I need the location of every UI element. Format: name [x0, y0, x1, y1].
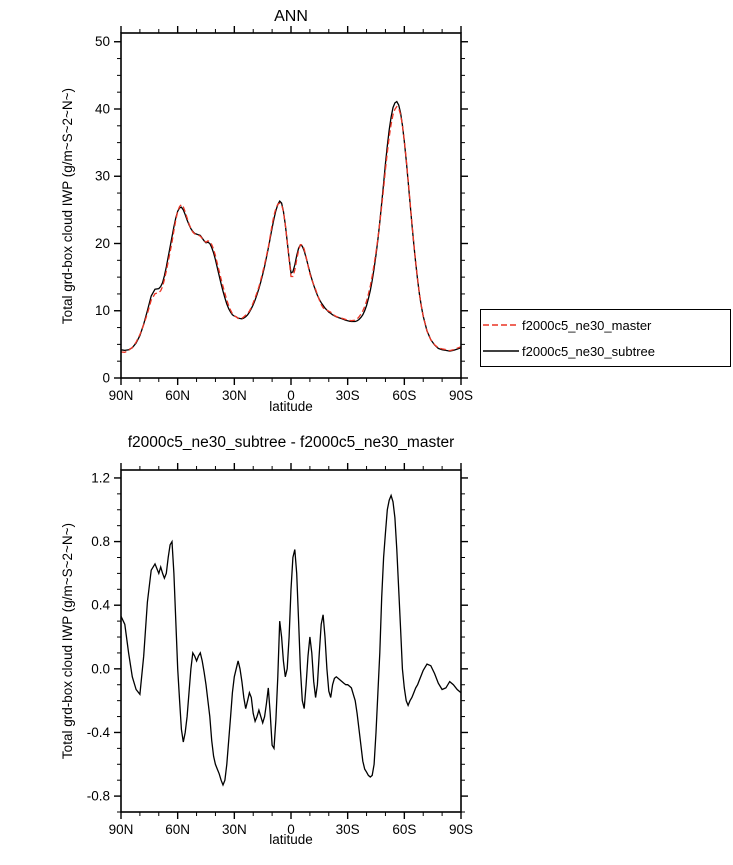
legend: f2000c5_ne30_master f2000c5_ne30_subtree	[480, 309, 731, 367]
series-group	[121, 100, 461, 353]
svg-text:60S: 60S	[392, 388, 416, 403]
svg-text:0.8: 0.8	[91, 534, 110, 549]
svg-text:30S: 30S	[336, 388, 360, 403]
svg-text:0.4: 0.4	[91, 598, 110, 613]
top-chart-y-axis-title: Total grd-box cloud IWP (g/m~S~2~N~)	[60, 88, 75, 324]
svg-text:-0.8: -0.8	[87, 789, 110, 804]
bottom-chart-title: f2000c5_ne30_subtree - f2000c5_ne30_mast…	[128, 434, 455, 451]
bottom-chart-y-axis-title: Total grd-box cloud IWP (g/m~S~2~N~)	[60, 523, 75, 759]
tick-labels: 90N 60N 30N 0 30S 60S 90S -0.8 -0.4 0.0 0.4 0.8 1.2	[87, 470, 473, 837]
legend-solid-line-sample	[483, 350, 519, 352]
svg-text:60N: 60N	[165, 822, 190, 837]
svg-text:30: 30	[95, 169, 110, 184]
plot-box	[120, 469, 462, 813]
svg-text:90N: 90N	[109, 822, 134, 837]
svg-text:0: 0	[287, 388, 295, 403]
svg-text:30S: 30S	[336, 822, 360, 837]
tick-labels: 90N 60N 30N 0 30S 60S 90S 0 10 20 30 40 50	[95, 34, 473, 403]
svg-text:10: 10	[95, 303, 110, 318]
bottom-chart: f2000c5_ne30_subtree - f2000c5_ne30_mast…	[60, 434, 473, 847]
legend-entry-master: f2000c5_ne30_master	[483, 318, 728, 333]
legend-label-master: f2000c5_ne30_master	[522, 317, 652, 333]
legend-dashed-line-sample	[483, 324, 519, 326]
legend-label-subtree: f2000c5_ne30_subtree	[522, 343, 656, 359]
svg-text:-0.4: -0.4	[87, 725, 111, 740]
svg-text:0.0: 0.0	[91, 661, 110, 676]
legend-entry-subtree: f2000c5_ne30_subtree	[483, 344, 728, 359]
major-tick-marks	[114, 463, 468, 819]
svg-text:20: 20	[95, 236, 110, 251]
svg-text:0: 0	[287, 822, 295, 837]
svg-text:60N: 60N	[165, 388, 190, 403]
series-group	[121, 493, 461, 787]
svg-text:30N: 30N	[222, 822, 247, 837]
series-line-f2000c5_ne30_master	[121, 105, 461, 353]
svg-text:50: 50	[95, 34, 110, 49]
svg-text:90S: 90S	[449, 388, 473, 403]
major-tick-marks	[114, 26, 468, 385]
minor-tick-marks	[117, 466, 465, 816]
svg-text:1.2: 1.2	[91, 470, 110, 485]
top-chart-title: ANN	[274, 8, 308, 25]
bottom-chart-x-axis-title: latitude	[269, 832, 313, 847]
minor-tick-marks	[117, 29, 465, 382]
top-chart-x-axis-title: latitude	[269, 399, 313, 414]
svg-text:40: 40	[95, 101, 110, 116]
series-line-difference	[121, 493, 461, 787]
series-line-f2000c5_ne30_subtree	[121, 100, 461, 352]
svg-text:90S: 90S	[449, 822, 473, 837]
top-chart: ANN Total grd-box cloud IWP (g/m~S~2~N~)…	[60, 8, 473, 414]
svg-text:30N: 30N	[222, 388, 247, 403]
svg-text:0: 0	[102, 371, 110, 386]
svg-text:90N: 90N	[109, 388, 134, 403]
svg-text:60S: 60S	[392, 822, 416, 837]
